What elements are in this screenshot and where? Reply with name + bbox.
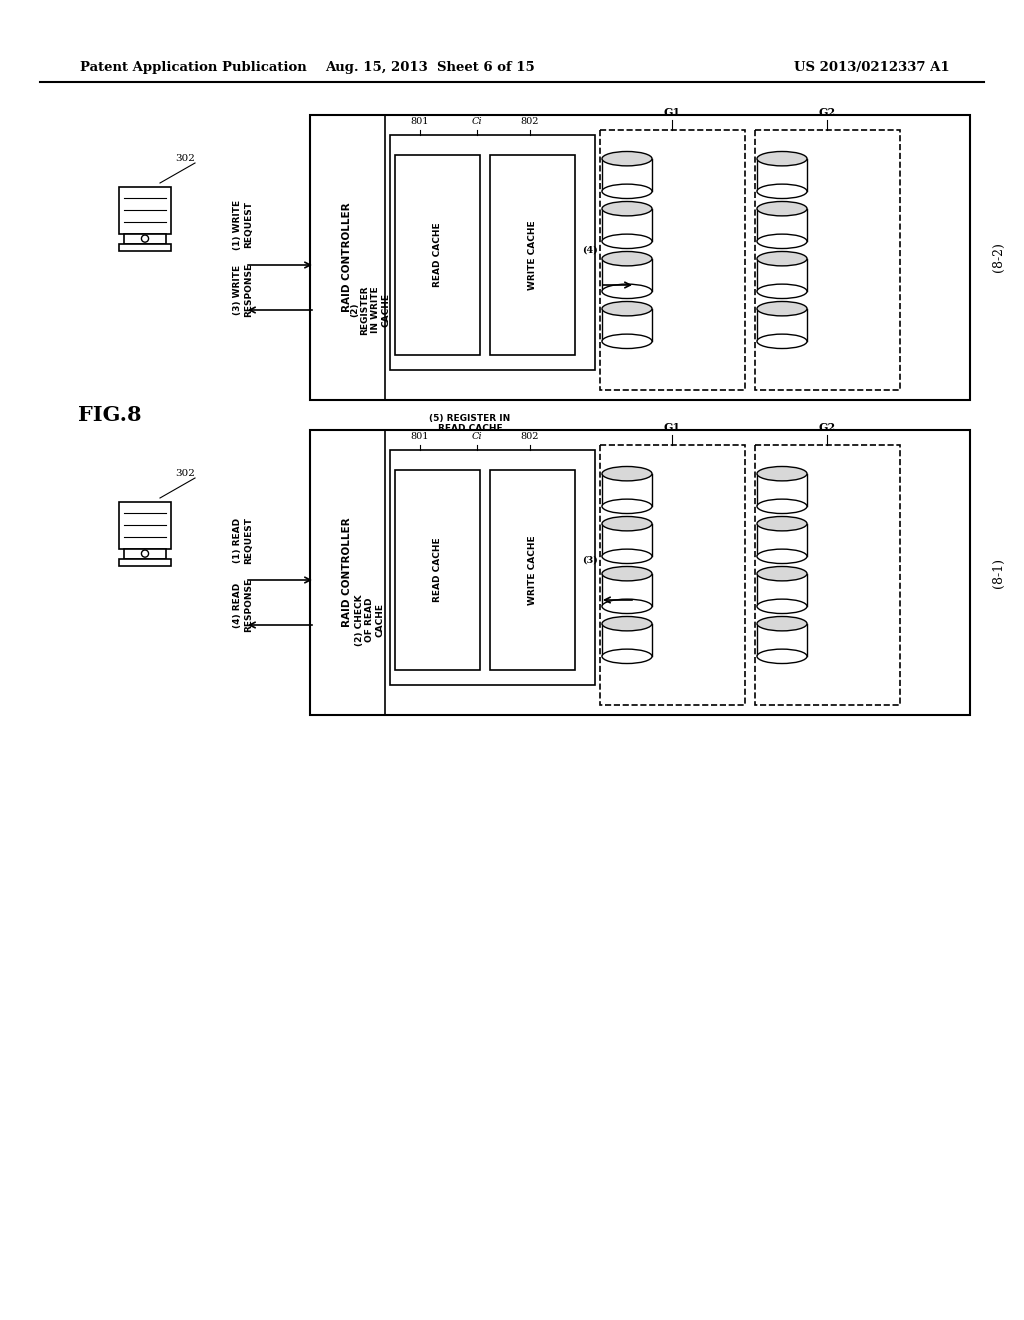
Bar (490, 470, 575, 671)
Ellipse shape (757, 252, 807, 265)
Ellipse shape (757, 549, 807, 564)
Text: Aug. 15, 2013  Sheet 6 of 15: Aug. 15, 2013 Sheet 6 of 15 (326, 62, 535, 74)
Ellipse shape (757, 566, 807, 581)
Ellipse shape (757, 466, 807, 480)
Text: 801: 801 (411, 432, 429, 441)
Ellipse shape (602, 202, 652, 216)
Text: (8-2): (8-2) (991, 243, 1005, 272)
Text: Ci: Ci (472, 432, 482, 441)
Bar (395, 470, 480, 671)
Bar (757, 574, 807, 606)
Bar (490, 154, 575, 355)
Ellipse shape (757, 152, 807, 166)
Text: (8-1): (8-1) (991, 557, 1005, 587)
Text: 802: 802 (521, 117, 540, 125)
Text: (1) WRITE
REQUEST: (1) WRITE REQUEST (233, 199, 253, 249)
Bar (757, 623, 807, 656)
Text: WRITE CACHE: WRITE CACHE (528, 535, 537, 605)
Text: US 2013/0212337 A1: US 2013/0212337 A1 (795, 62, 950, 74)
Bar (757, 209, 807, 242)
Bar (600, 445, 745, 705)
Ellipse shape (602, 284, 652, 298)
Bar (602, 309, 652, 342)
Bar (757, 259, 807, 292)
Text: 302: 302 (175, 154, 195, 162)
Text: READ CACHE: READ CACHE (433, 223, 442, 288)
Ellipse shape (602, 234, 652, 248)
Text: (3): (3) (582, 556, 598, 565)
Text: (2)
REGISTER
IN WRITE
CACHE: (2) REGISTER IN WRITE CACHE (350, 285, 390, 335)
Ellipse shape (602, 152, 652, 166)
Bar (602, 474, 652, 507)
Ellipse shape (602, 183, 652, 198)
Text: G1: G1 (664, 107, 681, 117)
Ellipse shape (602, 466, 652, 480)
Bar (600, 129, 745, 389)
Ellipse shape (757, 183, 807, 198)
Bar (602, 259, 652, 292)
Text: 802: 802 (521, 432, 540, 441)
Ellipse shape (757, 334, 807, 348)
Ellipse shape (757, 301, 807, 315)
Text: RAID CONTROLLER: RAID CONTROLLER (342, 517, 352, 627)
Bar (757, 158, 807, 191)
Ellipse shape (602, 499, 652, 513)
Text: READ CACHE: READ CACHE (433, 537, 442, 602)
Text: RAID CONTROLLER: RAID CONTROLLER (342, 203, 352, 313)
Bar (390, 450, 595, 685)
Bar (602, 209, 652, 242)
Ellipse shape (757, 599, 807, 614)
Text: Ci: Ci (472, 117, 482, 125)
Ellipse shape (757, 234, 807, 248)
Bar (757, 309, 807, 342)
Text: FIG.8: FIG.8 (78, 405, 141, 425)
Ellipse shape (757, 499, 807, 513)
Circle shape (141, 550, 148, 557)
Text: (4) READ
RESPONSE: (4) READ RESPONSE (233, 578, 253, 632)
Text: 801: 801 (411, 117, 429, 125)
Ellipse shape (602, 566, 652, 581)
Ellipse shape (757, 202, 807, 216)
Text: (3) WRITE
RESPONSE: (3) WRITE RESPONSE (233, 263, 253, 317)
Bar (757, 474, 807, 507)
Ellipse shape (602, 599, 652, 614)
Ellipse shape (757, 616, 807, 631)
Bar (119, 558, 171, 565)
Text: G2: G2 (818, 422, 836, 433)
Text: WRITE CACHE: WRITE CACHE (528, 220, 537, 290)
Ellipse shape (757, 649, 807, 664)
Ellipse shape (602, 252, 652, 265)
Text: G2: G2 (818, 107, 836, 117)
Bar (602, 574, 652, 606)
Text: Patent Application Publication: Patent Application Publication (80, 62, 307, 74)
Bar (755, 445, 900, 705)
Bar (119, 244, 171, 251)
Bar (390, 135, 595, 370)
Text: 302: 302 (175, 469, 195, 478)
Text: (4): (4) (582, 246, 598, 255)
Bar (310, 115, 970, 400)
Ellipse shape (757, 516, 807, 531)
Bar (310, 430, 970, 715)
Ellipse shape (602, 334, 652, 348)
Ellipse shape (602, 649, 652, 664)
Ellipse shape (602, 549, 652, 564)
Bar (124, 549, 166, 558)
Bar (124, 234, 166, 244)
Bar (755, 129, 900, 389)
Bar (602, 158, 652, 191)
Text: (2) CHECK
OF READ
CACHE: (2) CHECK OF READ CACHE (355, 594, 385, 645)
Text: G1: G1 (664, 422, 681, 433)
Ellipse shape (602, 616, 652, 631)
Bar (602, 524, 652, 556)
Circle shape (141, 235, 148, 242)
Ellipse shape (602, 301, 652, 315)
Text: (5) REGISTER IN
READ CACHE: (5) REGISTER IN READ CACHE (429, 413, 511, 433)
Bar (602, 623, 652, 656)
Bar (119, 186, 171, 234)
Ellipse shape (757, 284, 807, 298)
Text: (1) READ
REQUEST: (1) READ REQUEST (233, 516, 253, 564)
Bar (119, 502, 171, 549)
Ellipse shape (602, 516, 652, 531)
Bar (757, 524, 807, 556)
